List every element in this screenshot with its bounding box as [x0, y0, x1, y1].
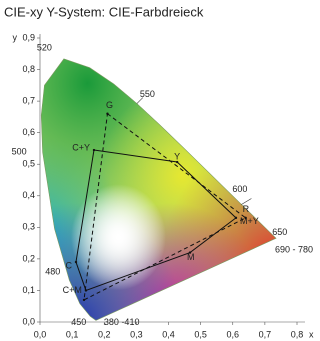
- vertex: [83, 299, 85, 301]
- vertex-label: C: [65, 260, 72, 270]
- x-tick-label: 0,3: [130, 329, 143, 339]
- y-tick-label: 0,9: [22, 32, 35, 42]
- vertex-label: C+Y: [72, 142, 90, 152]
- wavelength-label: 690 - 780: [275, 245, 313, 255]
- y-tick-label: 0,1: [22, 285, 35, 295]
- wavelength-label: 500: [12, 146, 27, 156]
- y-axis-label: y: [13, 32, 18, 42]
- x-tick-label: 0,6: [226, 329, 239, 339]
- vertex-label: G: [106, 100, 113, 110]
- x-tick-label: 0,1: [66, 329, 79, 339]
- x-tick-label: 0,2: [98, 329, 111, 339]
- chart-title: CIE-xy Y-System: CIE-Farbdreieck: [4, 4, 204, 19]
- wavelength-label: 600: [232, 184, 247, 194]
- y-tick-label: 0,4: [22, 190, 35, 200]
- vertex-label: R: [243, 204, 250, 214]
- y-tick-label: 0,5: [22, 159, 35, 169]
- vertex: [244, 217, 246, 219]
- vertex-label: M+Y: [240, 216, 259, 226]
- y-tick-label: 0,0: [22, 316, 35, 326]
- x-tick-label: 0,8: [291, 329, 304, 339]
- x-tick-label: 0,0: [34, 329, 47, 339]
- wavelength-label: 550: [140, 89, 155, 99]
- vertex: [235, 217, 237, 219]
- chart: CIE-xy Y-System: CIE-Farbdreieck 380 -41…: [0, 0, 315, 341]
- vertex: [75, 261, 77, 263]
- x-tick-label: 0,4: [162, 329, 175, 339]
- y-tick-label: 0,3: [22, 222, 35, 232]
- vertex: [93, 149, 95, 151]
- wavelength-label: 650: [272, 227, 287, 237]
- y-tick-label: 0,8: [22, 64, 35, 74]
- x-tick-label: 0,7: [259, 329, 272, 339]
- y-tick-label: 0,6: [22, 127, 35, 137]
- vertex-label: C+M: [63, 285, 82, 295]
- y-tick-label: 0,2: [22, 253, 35, 263]
- wavelength-label: 520: [37, 42, 52, 52]
- x-tick-label: 0,5: [194, 329, 207, 339]
- y-tick-label: 0,7: [22, 95, 35, 105]
- vertex: [106, 113, 108, 115]
- wavelength-label: 480: [45, 267, 60, 277]
- vertex-label: M: [187, 252, 195, 262]
- x-axis-label: x: [309, 329, 314, 339]
- vertex-label: Y: [174, 151, 180, 161]
